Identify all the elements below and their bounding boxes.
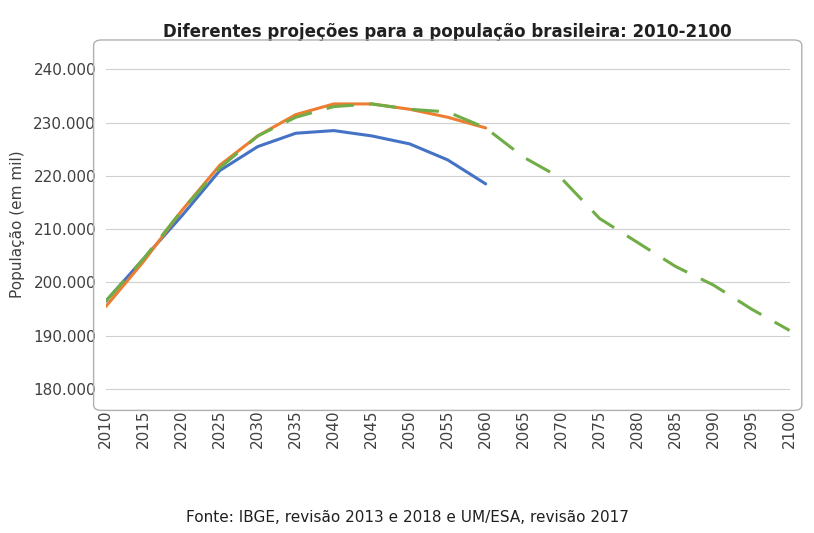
IBGE rev 2018 (253, 133, 263, 139)
IBGE rev 2018 (443, 114, 453, 120)
IBGE rev 2013 (177, 213, 186, 219)
IBGE rev 2018 (481, 125, 491, 131)
ONU rev 2017 (139, 255, 149, 262)
ONU rev 2017 (177, 207, 186, 214)
ONU rev 2017 (481, 125, 491, 131)
ONU rev 2017 (632, 239, 642, 246)
ONU rev 2017 (443, 109, 453, 115)
ONU rev 2017 (329, 103, 339, 110)
ONU rev 2017 (671, 263, 681, 270)
IBGE rev 2018 (291, 111, 300, 118)
ONU rev 2017 (785, 327, 794, 334)
IBGE rev 2013 (139, 255, 149, 262)
IBGE rev 2018 (177, 207, 186, 214)
ONU rev 2017 (595, 215, 605, 222)
Y-axis label: População (em mil): População (em mil) (10, 150, 25, 297)
IBGE rev 2013 (405, 141, 414, 147)
ONU rev 2017 (519, 154, 528, 160)
ONU rev 2017 (291, 114, 300, 120)
ONU rev 2017 (253, 133, 263, 139)
IBGE rev 2013 (291, 130, 300, 136)
IBGE rev 2013 (481, 181, 491, 187)
Title: Diferentes projeções para a população brasileira: 2010-2100: Diferentes projeções para a população br… (164, 23, 732, 41)
ONU rev 2017 (557, 175, 567, 182)
IBGE rev 2013 (253, 143, 263, 150)
Line: ONU rev 2017: ONU rev 2017 (106, 104, 790, 330)
IBGE rev 2018 (139, 258, 149, 264)
Text: Fonte: IBGE, revisão 2013 e 2018 e UM/ESA, revisão 2017: Fonte: IBGE, revisão 2013 e 2018 e UM/ES… (186, 510, 628, 526)
IBGE rev 2013 (101, 298, 111, 304)
IBGE rev 2013 (215, 167, 225, 174)
ONU rev 2017 (709, 282, 719, 288)
IBGE rev 2013 (443, 157, 453, 163)
IBGE rev 2013 (367, 133, 377, 139)
IBGE rev 2018 (329, 101, 339, 107)
Line: IBGE rev 2018: IBGE rev 2018 (106, 104, 486, 306)
IBGE rev 2018 (101, 303, 111, 310)
IBGE rev 2018 (405, 106, 414, 112)
IBGE rev 2018 (367, 101, 377, 107)
ONU rev 2017 (101, 298, 111, 304)
ONU rev 2017 (215, 165, 225, 171)
ONU rev 2017 (367, 101, 377, 107)
ONU rev 2017 (746, 306, 756, 312)
IBGE rev 2018 (215, 162, 225, 168)
IBGE rev 2013 (329, 127, 339, 134)
ONU rev 2017 (405, 106, 414, 112)
Line: IBGE rev 2013: IBGE rev 2013 (106, 131, 486, 301)
